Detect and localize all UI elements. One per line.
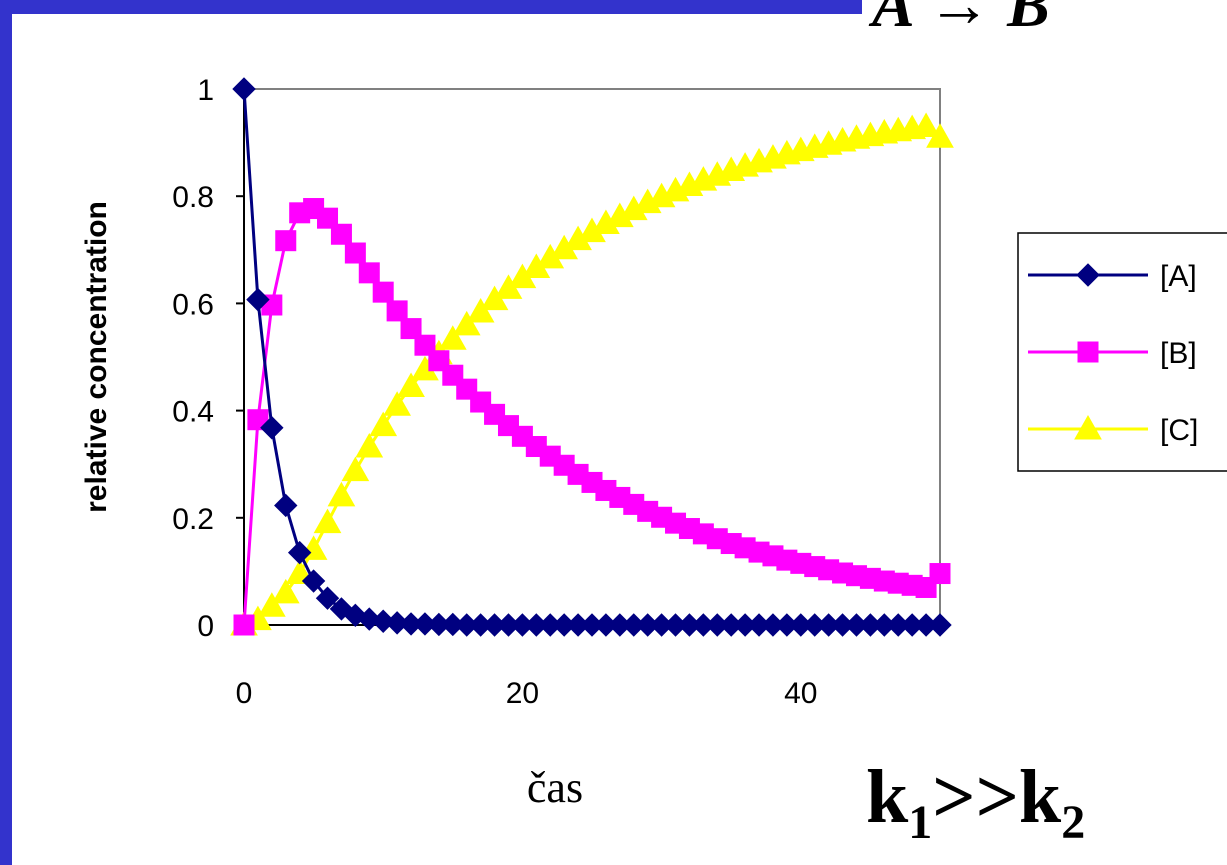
- y-tick-label: 0: [197, 610, 214, 643]
- data-point-C: [438, 325, 467, 350]
- data-point-C: [466, 297, 495, 323]
- data-point-C: [327, 481, 356, 507]
- plot-area: [243, 88, 941, 626]
- y-tick-label: 1: [197, 74, 214, 107]
- slide-top-bar: [0, 0, 862, 14]
- data-point-B: [400, 318, 422, 340]
- legend-marker-A: [1076, 263, 1100, 287]
- rate-k2-subscript: 2: [1061, 796, 1085, 849]
- data-point-C: [341, 456, 370, 482]
- data-point-C: [369, 411, 398, 437]
- y-tick-label: 0.8: [172, 181, 214, 214]
- data-point-B: [414, 334, 436, 356]
- rate-operator: >>: [932, 755, 1019, 839]
- data-point-C: [355, 433, 384, 458]
- data-point-A: [301, 569, 326, 593]
- rate-condition: k1>>k2: [866, 755, 1085, 849]
- axis-ticks: 0 0.2 0.4 0.6 0.8 1 0 20 40: [172, 74, 817, 710]
- x-tick-label: 20: [506, 677, 539, 710]
- legend-label-A: [A]: [1160, 260, 1197, 293]
- y-tick-label: 0.4: [172, 396, 214, 429]
- legend-label-B: [B]: [1160, 337, 1197, 370]
- x-axis-title: čas: [527, 763, 583, 812]
- data-point-C: [313, 508, 342, 534]
- data-point-A: [232, 77, 256, 101]
- rate-k2-letter: k: [1019, 755, 1062, 839]
- data-point-A: [274, 493, 298, 518]
- data-point-A: [260, 416, 284, 440]
- data-point-A: [928, 613, 952, 637]
- data-point-B: [386, 300, 408, 322]
- data-point-B: [275, 230, 297, 252]
- data-point-C: [397, 372, 425, 397]
- data-point-B: [233, 614, 255, 636]
- data-point-B: [247, 409, 269, 431]
- data-point-C: [926, 123, 954, 148]
- y-tick-label: 0.6: [172, 288, 214, 321]
- data-point-B: [372, 281, 394, 303]
- data-point-B: [929, 563, 951, 585]
- data-point-C: [912, 112, 940, 138]
- slide-left-bar: [0, 0, 12, 865]
- rate-k1-letter: k: [866, 755, 909, 839]
- data-point-B: [317, 207, 339, 229]
- legend: [A] [B] [C]: [1028, 260, 1198, 447]
- rate-k1-subscript: 1: [908, 796, 932, 849]
- data-point-A: [315, 586, 340, 610]
- data-point-C: [383, 391, 411, 416]
- data-point-C: [271, 578, 300, 604]
- series-C: [230, 112, 954, 636]
- data-point-B: [344, 242, 366, 264]
- header-fragment: A → B: [868, 0, 1050, 40]
- data-point-A: [357, 607, 381, 631]
- legend-marker-C: [1074, 414, 1102, 440]
- data-point-C: [257, 592, 286, 617]
- x-tick-label: 0: [236, 677, 253, 710]
- y-axis-title: relative concentration: [80, 201, 113, 513]
- series-B: [233, 198, 951, 636]
- data-point-A: [246, 287, 270, 312]
- legend-label-C: [C]: [1160, 414, 1198, 447]
- x-tick-label: 40: [784, 677, 817, 710]
- y-tick-label: 0.2: [172, 503, 214, 536]
- data-point-B: [358, 262, 380, 284]
- series-layer: [230, 77, 954, 637]
- legend-marker-B: [1077, 341, 1099, 363]
- data-point-A: [371, 609, 395, 633]
- data-point-A: [287, 540, 312, 565]
- data-point-C: [452, 310, 481, 336]
- series-A: [232, 77, 952, 637]
- data-point-B: [330, 223, 352, 245]
